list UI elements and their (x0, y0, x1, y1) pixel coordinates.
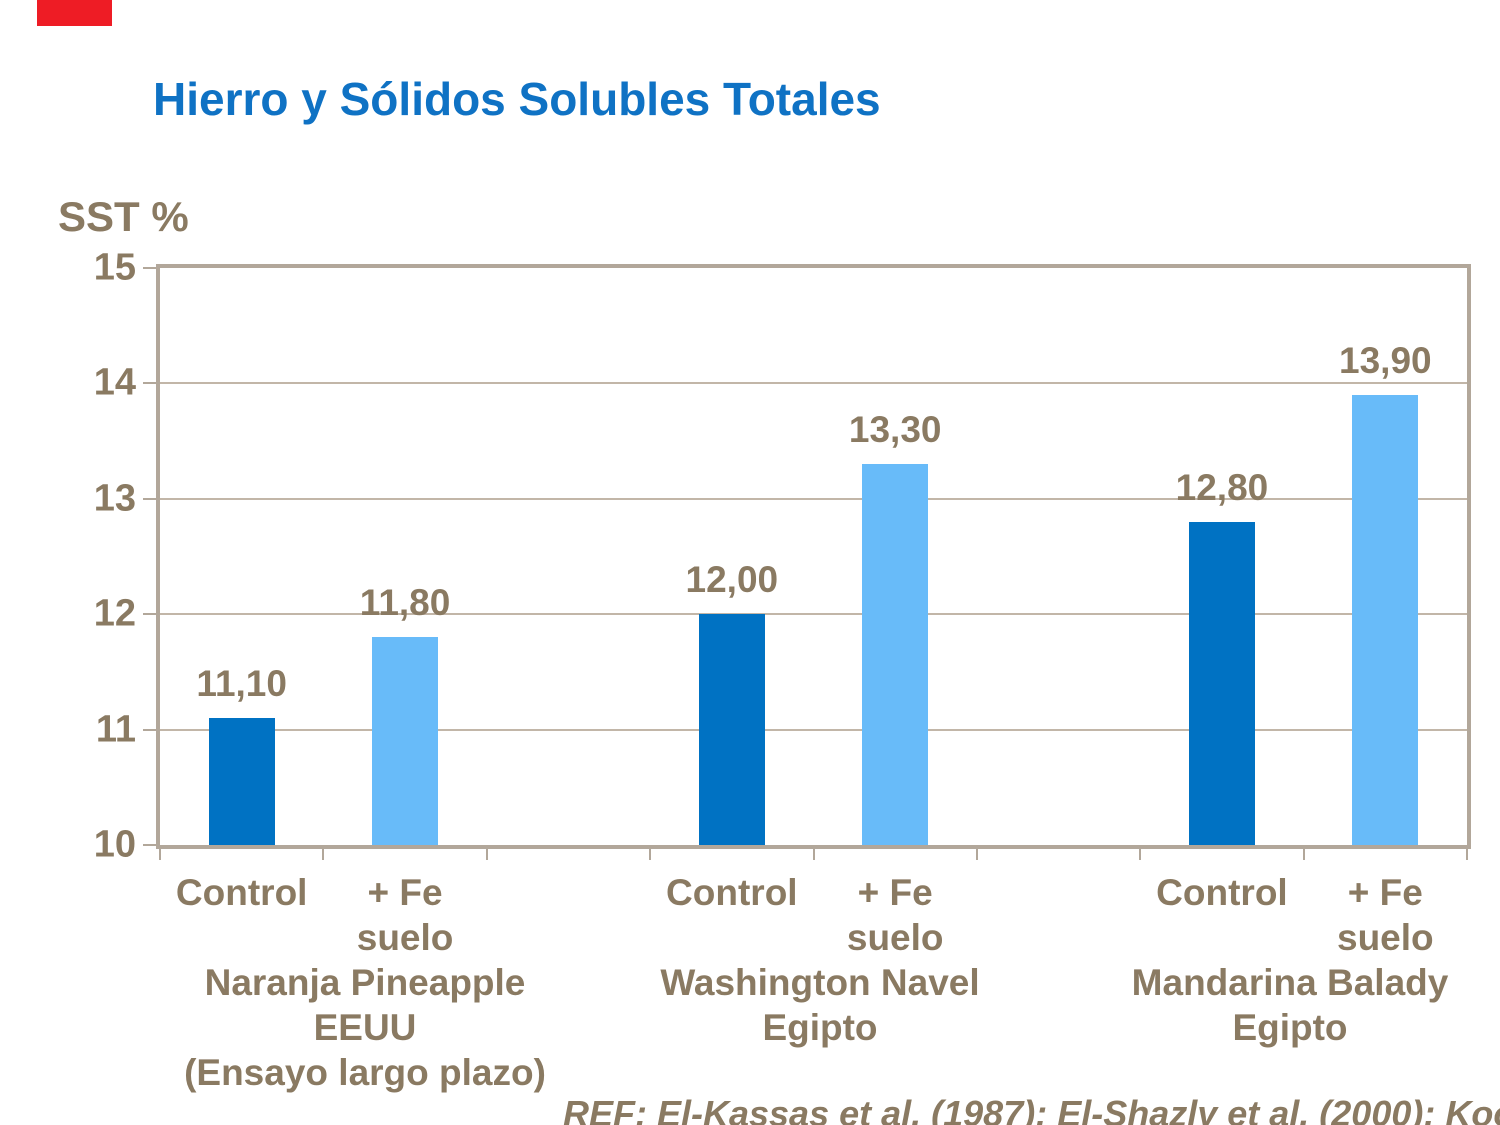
chart-title: Hierro y Sólidos Solubles Totales (153, 73, 881, 125)
x-tick-mark-0 (159, 847, 161, 860)
x-category-label: suelo (846, 917, 944, 958)
x-category-label: suelo (1336, 917, 1434, 958)
y-tick-label-13: 13 (93, 477, 136, 520)
y-tick-mark-11 (143, 728, 156, 731)
y-tick-label-14: 14 (93, 361, 136, 404)
bar-fe_suelo-group1 (372, 637, 439, 845)
x-tick-mark-2 (485, 847, 488, 860)
x-category-label: Control (666, 872, 798, 913)
y-tick-mark-12 (143, 613, 156, 616)
x-category-label: Control (1156, 872, 1288, 913)
gridline-11 (160, 728, 1467, 731)
x-tick-mark-3 (649, 847, 652, 860)
x-tick-mark-8 (1466, 847, 1468, 860)
bar-control-group2 (698, 614, 765, 845)
y-tick-mark-15 (143, 267, 156, 269)
value-label-11-10: 11,10 (196, 663, 287, 705)
gridline-14 (160, 382, 1467, 385)
value-label-13-30: 13,30 (848, 409, 942, 451)
value-label-11-80: 11,80 (359, 582, 451, 624)
x-group-label: Egipto (1232, 1007, 1348, 1048)
x-tick-mark-4 (812, 847, 815, 860)
y-tick-mark-14 (143, 382, 156, 385)
y-tick-label-10: 10 (93, 823, 136, 866)
plot-area (156, 264, 1471, 849)
x-group-label: (Ensayo largo plazo) (184, 1052, 546, 1093)
bar-fe_suelo-group3 (1352, 394, 1419, 845)
red-corner-marker (37, 0, 112, 26)
value-label-12-00: 12,00 (685, 559, 779, 601)
x-group-label: Naranja Pineapple (204, 962, 526, 1003)
value-label-13-90: 13,90 (1339, 339, 1432, 381)
value-label-12-80: 12,80 (1175, 466, 1269, 508)
x-tick-mark-7 (1302, 847, 1305, 860)
bar-fe_suelo-group2 (862, 464, 929, 845)
x-tick-mark-6 (1139, 847, 1142, 860)
y-tick-mark-10 (143, 844, 156, 846)
x-category-label: + Fe (857, 872, 933, 913)
x-category-label: + Fe (367, 872, 443, 913)
reference-text: REF: El-Kassas et al. (1987); El-Shazly … (563, 1093, 1500, 1125)
y-tick-label-15: 15 (93, 246, 136, 289)
x-tick-mark-5 (975, 847, 978, 860)
y-tick-mark-13 (143, 497, 156, 500)
x-group-label: Mandarina Balady (1131, 962, 1449, 1003)
x-group-label: EEUU (313, 1007, 417, 1048)
x-tick-mark-1 (322, 847, 325, 860)
gridline-12 (160, 613, 1467, 616)
x-category-label: Control (175, 872, 308, 913)
x-group-label: Egipto (762, 1007, 878, 1048)
y-axis-title: SST % (58, 193, 189, 240)
y-tick-label-12: 12 (93, 592, 136, 635)
bar-control-group3 (1188, 521, 1255, 845)
x-category-label: + Fe (1347, 872, 1423, 913)
x-group-label: Washington Navel (660, 962, 980, 1003)
bar-control-group1 (208, 718, 275, 845)
y-tick-label-11: 11 (95, 708, 136, 751)
gridline-13 (160, 497, 1467, 500)
x-category-label: suelo (356, 917, 454, 958)
